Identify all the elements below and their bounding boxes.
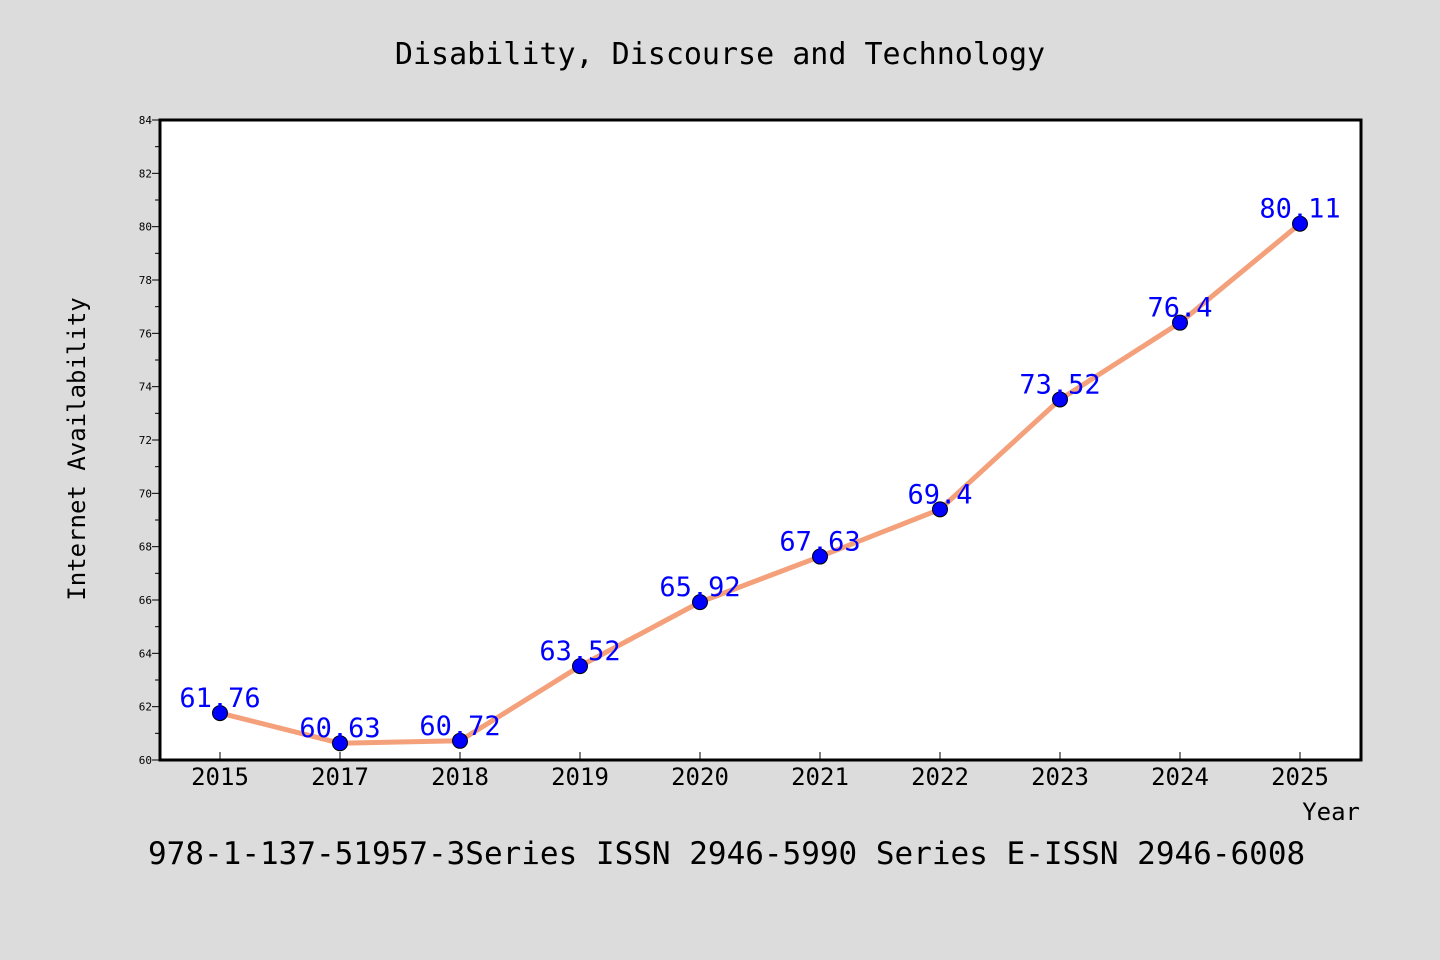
x-tick-label: 2025 (1271, 763, 1329, 791)
y-axis-label: Internet Availability (63, 297, 91, 600)
x-axis-label: Year (1302, 798, 1360, 826)
y-axis: 60 62 64 66 68 70 72 74 76 78 80 82 84 (139, 114, 160, 767)
x-tick-label: 2024 (1151, 763, 1209, 791)
data-label: 61.76 (179, 683, 260, 714)
y-tick-label: 84 (139, 114, 153, 127)
data-point (1292, 215, 1308, 232)
y-tick-label: 72 (139, 434, 152, 447)
x-tick-label: 2023 (1031, 763, 1089, 791)
x-tick-label: 2020 (671, 763, 729, 791)
x-tick-label: 2017 (311, 763, 369, 791)
y-tick-label: 62 (139, 701, 152, 714)
footer-text: 978-1-137-51957-3Series ISSN 2946-5990 S… (148, 836, 1305, 872)
data-label: 73.52 (1019, 369, 1100, 400)
x-tick-label: 2022 (911, 763, 969, 791)
x-axis: 2015 2017 2018 2019 2020 2021 2022 2023 2024 2025 (191, 752, 1329, 791)
x-tick-label: 2015 (191, 763, 249, 791)
data-point (812, 548, 828, 565)
data-label: 76.4 (1147, 293, 1212, 324)
y-tick-label: 66 (139, 594, 152, 607)
y-tick-label: 64 (139, 647, 153, 660)
data-point (1052, 391, 1068, 408)
series-layer: 61.76 60.63 60.72 63.52 65.92 67.63 69.4 73.52 7… (179, 194, 1341, 752)
x-tick-label: 2018 (431, 763, 489, 791)
plot-area (158, 118, 1363, 762)
data-label: 60.63 (299, 713, 380, 744)
data-point (212, 705, 228, 722)
data-label: 69.4 (907, 479, 972, 510)
data-point (332, 735, 348, 752)
series-line (217, 221, 1303, 746)
data-label: 80.11 (1259, 194, 1340, 225)
y-tick-label: 80 (139, 221, 152, 234)
y-tick-label: 78 (139, 274, 152, 287)
data-label: 60.72 (419, 711, 500, 742)
y-tick-label: 76 (139, 327, 152, 340)
y-tick-label: 60 (139, 754, 152, 767)
data-label: 65.92 (659, 572, 740, 603)
chart-title: Disability, Discourse and Technology (395, 37, 1045, 72)
data-label: 63.52 (539, 636, 620, 667)
data-point (932, 501, 948, 518)
data-label: 67.63 (779, 527, 860, 558)
x-tick-label: 2019 (551, 763, 609, 791)
x-tick-label: 2021 (791, 763, 849, 791)
data-point (572, 658, 588, 675)
data-point (692, 594, 708, 611)
y-tick-label: 68 (139, 541, 152, 554)
y-tick-label: 70 (139, 487, 152, 500)
y-tick-label: 82 (139, 167, 152, 180)
data-point (1172, 314, 1188, 331)
y-tick-label: 74 (139, 381, 153, 394)
data-point (452, 732, 468, 749)
